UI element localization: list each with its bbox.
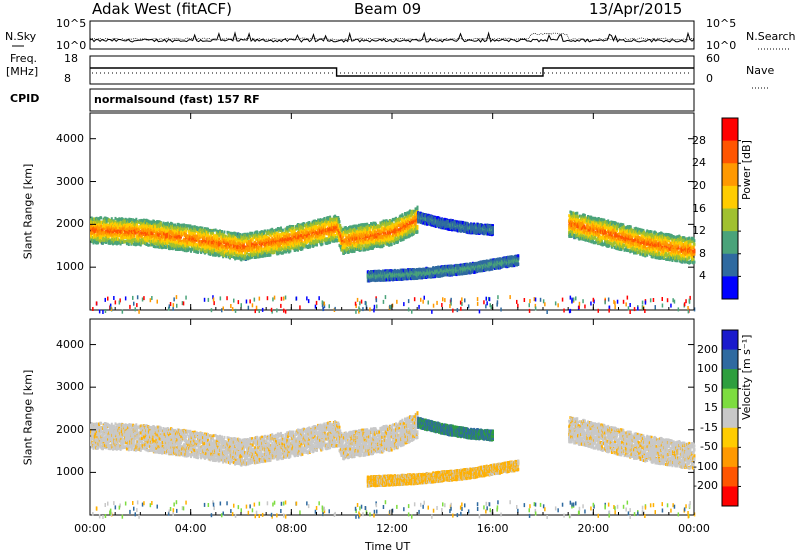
power-cell xyxy=(212,254,214,257)
rti-figure xyxy=(0,0,800,554)
power-cell xyxy=(383,244,385,247)
power-cell xyxy=(349,246,351,249)
power-cell xyxy=(396,227,398,230)
power-cell xyxy=(167,241,169,244)
power-cell xyxy=(137,225,139,228)
power-cell xyxy=(153,220,155,223)
power-cell xyxy=(174,224,176,227)
power-cell xyxy=(133,238,135,241)
power-cell xyxy=(97,241,99,244)
power-cell xyxy=(289,233,291,236)
power-cell xyxy=(115,217,117,220)
power-cell xyxy=(227,249,229,252)
power-cell xyxy=(203,237,205,240)
power-cell xyxy=(191,248,193,251)
power-cell xyxy=(128,243,130,246)
frequency-line xyxy=(90,68,694,76)
power-cell xyxy=(282,229,284,232)
power-cell xyxy=(154,245,156,248)
power-cell xyxy=(339,220,341,223)
frequency-traces xyxy=(90,68,770,88)
power-cell xyxy=(130,218,132,221)
noise-traces xyxy=(12,33,790,49)
noise-sky-line xyxy=(90,33,694,42)
power-cell xyxy=(223,231,225,234)
noise-search-line xyxy=(90,33,694,40)
power-cell xyxy=(349,242,351,245)
power-cell xyxy=(309,231,311,234)
power-cell xyxy=(364,248,366,251)
power-cell xyxy=(264,254,266,257)
power-cell xyxy=(269,254,271,257)
power-cell xyxy=(316,244,318,247)
power-cell xyxy=(221,230,223,233)
power-cell xyxy=(213,229,215,232)
power-cell xyxy=(235,238,237,241)
power-cell xyxy=(373,245,375,248)
power-cell xyxy=(391,243,393,246)
power-cell xyxy=(310,245,312,248)
power-cell xyxy=(188,248,190,251)
power-cell xyxy=(400,214,402,217)
power-cell xyxy=(129,240,131,243)
power-cell xyxy=(100,216,102,219)
power-cell xyxy=(179,239,181,242)
power-cell xyxy=(137,221,139,224)
power-cell xyxy=(197,251,199,254)
power-cell xyxy=(133,235,135,238)
power-cell xyxy=(302,227,304,230)
power-scatter-layer xyxy=(90,206,695,314)
freq-panel-frame xyxy=(90,56,694,84)
power-cell xyxy=(397,240,399,243)
power-cell xyxy=(261,244,263,247)
power-cell xyxy=(141,232,143,235)
power-cell xyxy=(388,244,390,247)
power-cell xyxy=(312,234,314,237)
noise-panel-frame xyxy=(90,21,694,49)
power-cell xyxy=(392,218,394,221)
power-cell xyxy=(356,240,358,243)
